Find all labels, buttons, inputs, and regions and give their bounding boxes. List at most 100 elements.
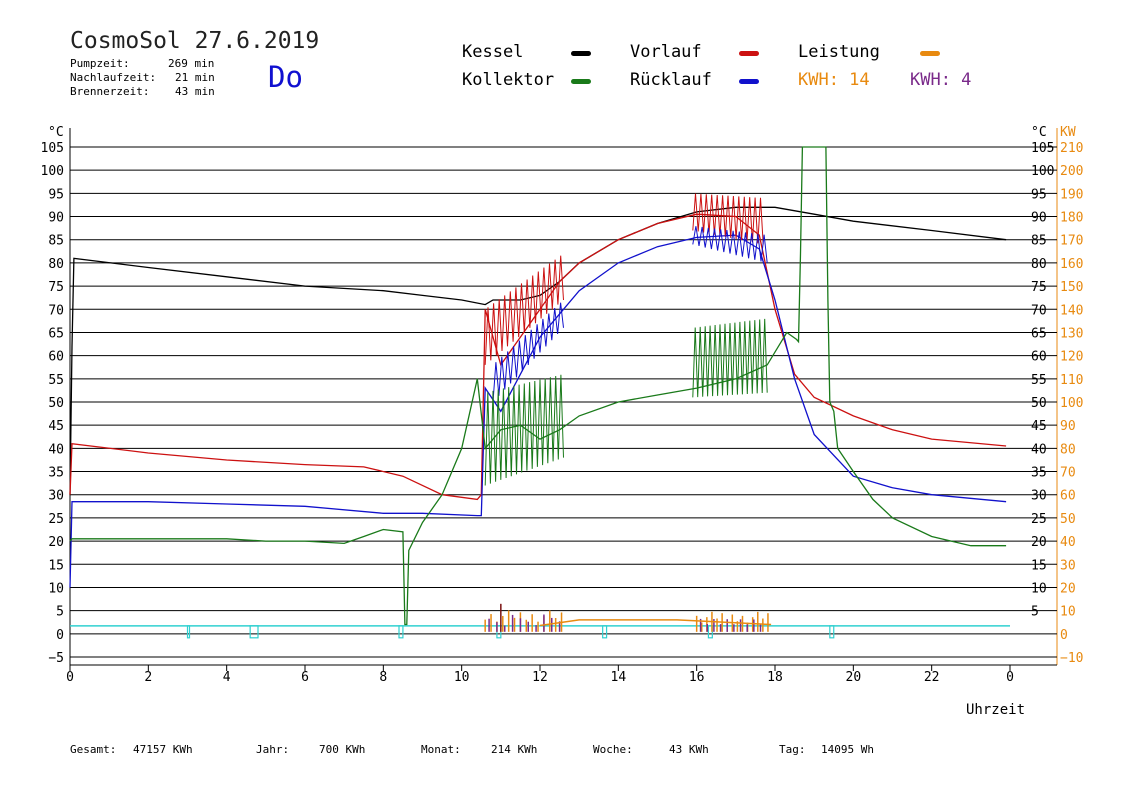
- footer-tag-value: 14095 Wh: [821, 743, 874, 756]
- ruecklauf-oscillation-2: [692, 226, 768, 263]
- pump-pulse: [829, 625, 835, 639]
- y2-tick-label: 200: [1060, 164, 1083, 179]
- legend-vorlauf-swatch: [739, 51, 759, 56]
- y2-axis-unit-right: KW: [1060, 125, 1076, 140]
- y2-tick-label: 190: [1060, 187, 1083, 202]
- y-tick-label-right: 10: [1031, 581, 1047, 596]
- vorlauf-oscillation: [484, 255, 564, 365]
- y-tick-label-right: 15: [1031, 558, 1047, 573]
- x-axis-label: Uhrzeit: [966, 702, 1025, 718]
- stat-pumpzeit-value: 269 min: [168, 57, 215, 70]
- y-tick-label-left: 70: [48, 303, 64, 318]
- y-axis-unit-right: °C: [1031, 125, 1047, 140]
- pump-pulse: [398, 625, 404, 639]
- y2-tick-label: 40: [1060, 535, 1076, 550]
- stat-nachlaufzeit-label: Nachlaufzeit:: [70, 71, 157, 84]
- stat-brennerzeit-value: 43 min: [175, 85, 215, 98]
- y-tick-label-right: 25: [1031, 512, 1047, 527]
- y-tick-label-right: 60: [1031, 350, 1047, 365]
- y-tick-label-left: 35: [48, 466, 64, 481]
- y-tick-label-right: 55: [1031, 373, 1047, 388]
- y-tick-label-right: 35: [1031, 466, 1047, 481]
- y2-tick-label: 60: [1060, 489, 1076, 504]
- legend-ruecklauf-swatch: [739, 79, 759, 84]
- y-tick-label-left: 40: [48, 442, 64, 457]
- x-tick-label: 0: [66, 670, 74, 685]
- legend-kwh-2: KWH: 4: [910, 70, 972, 90]
- y2-tick-label: 10: [1060, 605, 1076, 620]
- footer-jahr-label: Jahr:: [256, 743, 290, 756]
- y-tick-label-right: 100: [1031, 164, 1054, 179]
- y2-tick-label: 90: [1060, 419, 1076, 434]
- y2-tick-label: 210: [1060, 141, 1083, 156]
- footer-monat-value: 214 KWh: [491, 743, 538, 756]
- y-tick-label-left: 60: [48, 350, 64, 365]
- y2-tick-label: 160: [1060, 257, 1083, 272]
- footer-woche-value: 43 KWh: [669, 743, 709, 756]
- series-line-kollektor: [69, 146, 1007, 626]
- ruecklauf-oscillation: [492, 302, 564, 403]
- stat-brennerzeit-label: Brennerzeit:: [70, 85, 150, 98]
- y-tick-label-right: 20: [1031, 535, 1047, 550]
- x-tick-label: 12: [532, 670, 548, 685]
- y2-tick-label: −10: [1060, 651, 1083, 666]
- x-tick-label: 0: [1006, 670, 1014, 685]
- legend-kwh-1: KWH: 14: [798, 70, 870, 90]
- x-tick-label: 8: [379, 670, 387, 685]
- y-tick-label-right: 45: [1031, 419, 1047, 434]
- footer-monat-label: Monat:: [421, 743, 461, 756]
- y-tick-label-right: 30: [1031, 489, 1047, 504]
- legend-leistung-swatch: [920, 51, 940, 56]
- x-tick-label: 18: [767, 670, 783, 685]
- legend-kessel-swatch: [571, 51, 591, 56]
- y-axis-unit-left: °C: [48, 125, 64, 140]
- y-tick-label-left: 20: [48, 535, 64, 550]
- y-tick-label-left: −5: [48, 651, 64, 666]
- y-tick-label-left: 45: [48, 419, 64, 434]
- y-tick-label-left: 95: [48, 187, 64, 202]
- y-tick-label-left: 0: [56, 628, 64, 643]
- y2-tick-label: 170: [1060, 234, 1083, 249]
- y-tick-label-right: 40: [1031, 442, 1047, 457]
- y-tick-label-left: 90: [48, 211, 64, 226]
- y-tick-label-left: 30: [48, 489, 64, 504]
- power-spikes: [484, 603, 772, 632]
- x-tick-label: 20: [846, 670, 862, 685]
- y-tick-label-right: 105: [1031, 141, 1054, 156]
- x-tick-label: 14: [611, 670, 627, 685]
- y-tick-label-right: 70: [1031, 303, 1047, 318]
- x-tick-label: 10: [454, 670, 470, 685]
- y2-tick-label: 50: [1060, 512, 1076, 527]
- y2-tick-label: 110: [1060, 373, 1083, 388]
- y2-tick-label: 120: [1060, 350, 1083, 365]
- y2-tick-label: 30: [1060, 558, 1076, 573]
- pump-trace: [70, 625, 1010, 639]
- pump-pulse: [249, 625, 259, 639]
- stat-nachlaufzeit-value: 21 min: [175, 71, 215, 84]
- y-tick-label-right: 90: [1031, 211, 1047, 226]
- y-tick-label-right: 95: [1031, 187, 1047, 202]
- y-tick-label-left: 25: [48, 512, 64, 527]
- y-tick-label-left: 55: [48, 373, 64, 388]
- series-lines: [69, 146, 1007, 626]
- y-tick-label-left: 100: [41, 164, 64, 179]
- y2-tick-label: 140: [1060, 303, 1083, 318]
- y-tick-label-left: 15: [48, 558, 64, 573]
- x-tick-label: 6: [301, 670, 309, 685]
- legend-kollektor: Kollektor: [462, 70, 555, 90]
- y-tick-label-left: 10: [48, 581, 64, 596]
- y2-tick-label: 20: [1060, 581, 1076, 596]
- y2-tick-label: 150: [1060, 280, 1083, 295]
- kollektor-oscillation-2: [692, 318, 768, 398]
- legend-ruecklauf: Rücklauf: [630, 70, 712, 90]
- legend-kollektor-swatch: [571, 79, 591, 84]
- y2-tick-label: 130: [1060, 326, 1083, 341]
- y-tick-label-right: 80: [1031, 257, 1047, 272]
- y-tick-label-left: 5: [56, 605, 64, 620]
- y2-tick-label: 70: [1060, 466, 1076, 481]
- x-tick-label: 4: [223, 670, 231, 685]
- footer-jahr-value: 700 KWh: [319, 743, 366, 756]
- y-tick-label-left: 85: [48, 234, 64, 249]
